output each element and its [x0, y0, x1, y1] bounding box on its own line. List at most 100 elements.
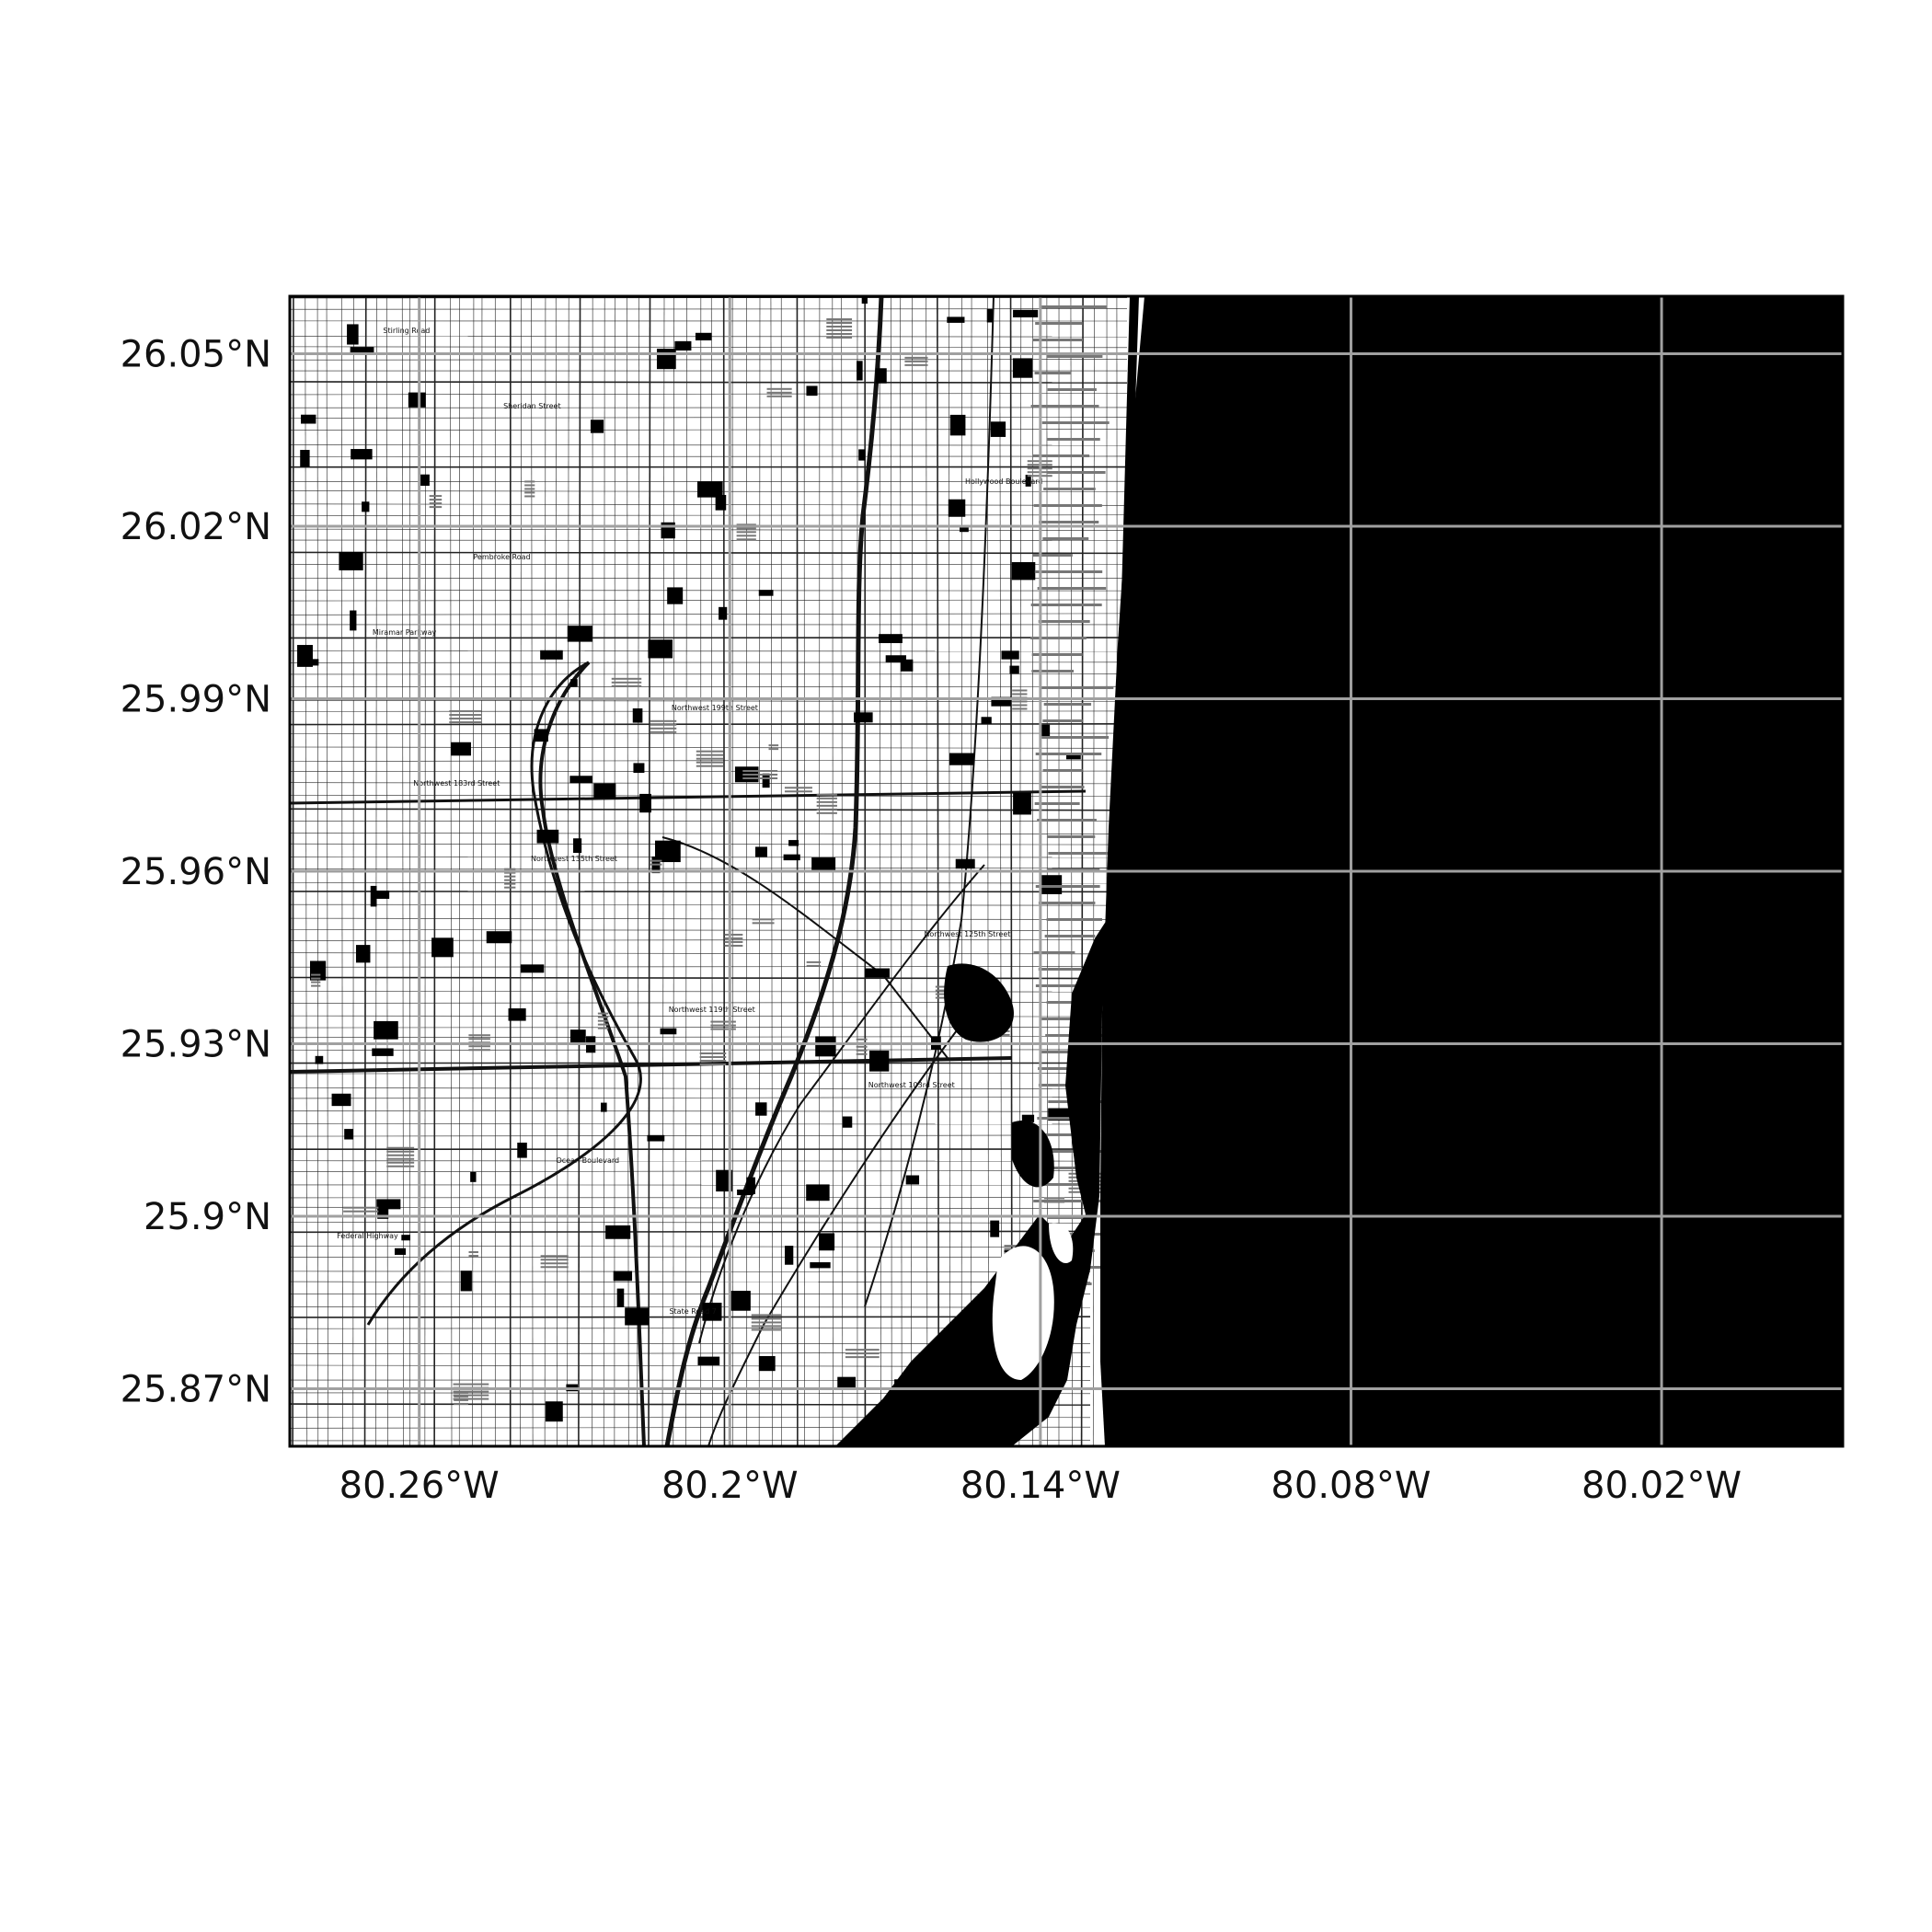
building-block: [661, 522, 675, 539]
building-block: [986, 308, 993, 323]
building-block: [1012, 358, 1033, 378]
hatch-stripe: [766, 395, 792, 397]
building-block: [667, 587, 684, 604]
building-block: [299, 659, 319, 666]
hatch-stripe: [468, 1049, 490, 1052]
building-block: [949, 414, 966, 436]
street-label: Northwest 183rd Street: [413, 779, 500, 788]
hatch-stripe: [699, 1052, 727, 1054]
building-block: [545, 1401, 563, 1422]
building-block: [697, 1356, 720, 1366]
major-roads: [290, 296, 1087, 1446]
hatch-stripe: [1030, 405, 1099, 408]
hatch-stripe: [768, 744, 779, 747]
hatch-stripe: [454, 1395, 468, 1397]
lake-north: [944, 963, 1014, 1042]
street: [290, 1170, 1091, 1172]
hatch-stripe: [453, 1394, 489, 1397]
hatch-stripe: [816, 797, 837, 799]
building-block: [1021, 1114, 1035, 1122]
building-block: [837, 1376, 857, 1389]
hatch-stripe: [736, 538, 756, 541]
hatch-stripe: [1043, 703, 1092, 706]
hatch-stripe: [845, 1352, 880, 1355]
building-block: [875, 368, 887, 384]
hatch-stripe: [1038, 902, 1096, 904]
x-axis-labels: 80.26°W 80.2°W 80.14°W 80.08°W 80.02°W: [339, 1465, 1742, 1507]
building-block: [601, 1102, 607, 1112]
building-block: [375, 891, 390, 899]
hatch-stripe: [826, 321, 853, 324]
hatch-stripe: [429, 495, 443, 498]
building-block: [879, 634, 903, 644]
hatch-stripe: [1043, 1197, 1065, 1200]
street-label: Northwest 199th Street: [672, 704, 758, 712]
hatch-stripe: [597, 1012, 609, 1015]
hatch-stripe: [429, 502, 443, 505]
building-block: [810, 1262, 831, 1269]
building-block: [331, 1093, 351, 1107]
building-block: [315, 1055, 324, 1064]
building-block: [309, 960, 327, 981]
hatch-stripe: [1031, 670, 1075, 673]
street: [290, 1087, 1091, 1090]
building-block: [746, 1177, 755, 1195]
hatch-stripe: [454, 1398, 468, 1401]
hatch-stripe: [1034, 570, 1103, 573]
hatch-stripe: [449, 714, 482, 717]
hatch-stripe: [1030, 604, 1102, 606]
palmetto-curve: [366, 661, 642, 1326]
street: [290, 539, 1128, 542]
street: [290, 759, 1128, 762]
hatch-stripe: [816, 804, 837, 807]
hatch-stripe: [1035, 984, 1099, 987]
street-label: Hollywood Boulevard: [965, 477, 1043, 486]
hatch-stripe: [751, 1317, 782, 1320]
hatch-stripe: [1039, 786, 1085, 788]
hatch-stripe: [650, 719, 677, 722]
street-label: Federal Highway: [337, 1232, 398, 1240]
hatch-stripe: [826, 317, 853, 320]
street: [290, 1222, 1091, 1224]
street-label: Ocean Boulevard: [556, 1156, 619, 1165]
hatch-stripe: [311, 973, 321, 976]
building-block: [955, 858, 975, 869]
building-block: [815, 1036, 836, 1057]
hatch-stripe: [1046, 918, 1102, 921]
hatch-stripe: [449, 710, 482, 713]
building-block: [633, 763, 645, 774]
street: [290, 746, 1128, 749]
hatch-stripe: [845, 1356, 880, 1359]
hatch-stripe: [1032, 454, 1090, 457]
hatch-stripe: [611, 684, 642, 687]
hatch-stripe: [856, 1045, 868, 1048]
building-block: [990, 421, 1006, 437]
hatch-stripe: [1012, 689, 1028, 692]
hatch-stripe: [453, 1390, 489, 1393]
building-block: [569, 776, 592, 784]
hatch-stripe: [1047, 438, 1100, 441]
building-block: [730, 1291, 751, 1311]
building-block: [1040, 875, 1063, 894]
hatch-stripe: [429, 499, 443, 501]
us-1: [864, 296, 995, 1307]
hatch-stripe: [742, 773, 778, 776]
y-tick-label: 26.02°N: [121, 506, 271, 548]
hatch-stripe: [816, 793, 837, 796]
street: [290, 903, 1128, 906]
building-block: [948, 499, 966, 517]
hatch-stripe: [454, 1402, 468, 1405]
building-block: [520, 964, 545, 973]
hatch-stripe: [1046, 1001, 1086, 1004]
hatch-stripe: [736, 523, 756, 526]
building-block: [755, 1102, 767, 1116]
building-block: [1009, 665, 1019, 674]
map-frame: [288, 294, 1845, 1448]
x-tick-label: 80.02°W: [1581, 1465, 1742, 1507]
building-block: [865, 968, 890, 978]
diagonal-railway: [698, 864, 985, 1344]
map-plot-area[interactable]: Stirling Road Sheridan Street Hollywood Bo…: [290, 296, 1843, 1446]
island-2: [1049, 1223, 1074, 1264]
building-block: [762, 773, 770, 788]
hatch-stripe: [1043, 488, 1096, 490]
